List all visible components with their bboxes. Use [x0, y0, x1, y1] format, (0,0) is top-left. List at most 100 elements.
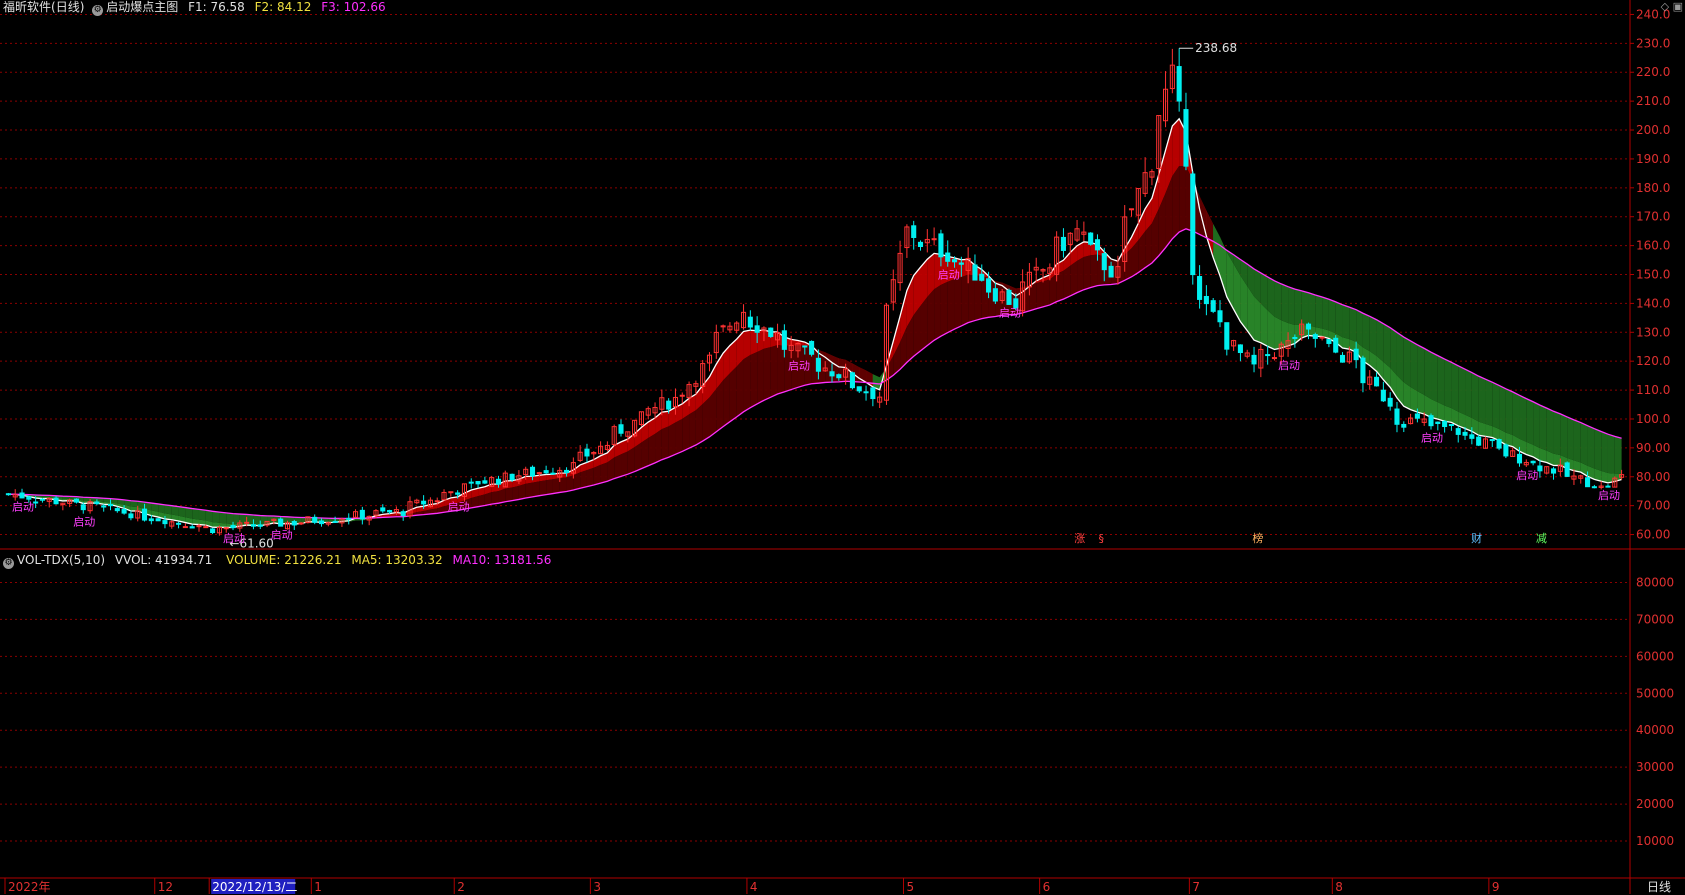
- band-slow: [1363, 313, 1370, 351]
- band-slow: [213, 511, 220, 523]
- candle-body: [177, 523, 181, 524]
- high-price-label: 238.68: [1195, 41, 1237, 55]
- price-tick-label: 180.0: [1636, 181, 1670, 195]
- band-slow: [573, 472, 580, 490]
- band-slow: [839, 358, 846, 381]
- volume-tick-label: 20000: [1636, 797, 1674, 811]
- band-slow: [1274, 281, 1281, 320]
- candle-body: [1381, 390, 1385, 401]
- band-fast: [1411, 387, 1418, 412]
- candle-body: [1095, 240, 1099, 250]
- signal-label: 启动: [12, 500, 34, 513]
- band-slow: [1479, 376, 1486, 424]
- candle-body: [619, 425, 623, 434]
- candle-body: [585, 449, 589, 456]
- candle-body: [245, 522, 249, 523]
- candle-body: [769, 328, 773, 336]
- vol-indicator-name[interactable]: VOL-TDX(5,10): [17, 553, 105, 567]
- candle-body: [1375, 377, 1379, 386]
- signal-label: 启动: [1516, 469, 1538, 482]
- price-tick-label: 70.00: [1636, 499, 1670, 513]
- band-slow: [1519, 395, 1526, 442]
- event-marker: 涨: [1074, 532, 1085, 545]
- band-slow: [866, 371, 873, 384]
- candle-body: [190, 527, 194, 528]
- candle-body: [1586, 478, 1590, 487]
- volume-value: VOLUME: 21226.21: [226, 553, 341, 567]
- candle-body: [1225, 323, 1229, 349]
- signal-label: 启动: [999, 307, 1021, 320]
- candle-body: [469, 482, 473, 483]
- band-fast: [526, 476, 533, 483]
- band-slow: [1472, 373, 1479, 422]
- settings-icon[interactable]: ⚙: [92, 5, 103, 16]
- candle-body: [939, 234, 943, 257]
- band-slow: [1370, 316, 1377, 356]
- band-slow: [934, 285, 941, 340]
- candle-body: [993, 289, 997, 301]
- candle-body: [1470, 435, 1474, 439]
- event-marker: §: [1099, 532, 1105, 545]
- price-header: 福昕软件(日线) ⚙启动爆点主图 F1: 76.58 F2: 84.12 F3:…: [3, 0, 386, 16]
- f1-value: F1: 76.58: [188, 0, 245, 14]
- band-slow: [478, 494, 485, 506]
- candle-body: [422, 501, 426, 504]
- price-tick-label: 80.00: [1636, 470, 1670, 484]
- vol-settings-icon[interactable]: ⚙: [3, 558, 14, 569]
- candle-body: [946, 253, 950, 261]
- band-slow: [948, 279, 955, 332]
- window-icon[interactable]: ▣: [1673, 0, 1683, 13]
- diamond-icon[interactable]: ◇: [1661, 0, 1669, 13]
- volume-tick-label: 40000: [1636, 723, 1674, 737]
- band-slow: [641, 438, 648, 469]
- band-fast: [1554, 454, 1561, 466]
- band-slow: [1417, 345, 1424, 395]
- band-slow: [1077, 257, 1084, 293]
- band-slow: [1377, 320, 1384, 362]
- candle-body: [1551, 469, 1555, 473]
- indicator-bands: [8, 119, 1621, 528]
- band-slow: [764, 347, 771, 400]
- band-fast: [492, 484, 499, 492]
- band-slow: [219, 512, 226, 523]
- band-slow: [669, 423, 676, 458]
- band-slow: [968, 275, 975, 323]
- signal-label: 启动: [938, 269, 960, 282]
- band-slow: [757, 349, 764, 404]
- signal-label: 启动: [788, 360, 810, 373]
- band-fast: [1288, 323, 1295, 346]
- candle-body: [211, 529, 215, 533]
- volume-tick-label: 50000: [1636, 686, 1674, 700]
- candle-body: [1089, 233, 1093, 244]
- candle-body: [680, 395, 684, 396]
- band-slow: [621, 451, 628, 476]
- band-slow: [635, 442, 642, 471]
- price-tick-label: 190.0: [1636, 152, 1670, 166]
- band-slow: [1506, 389, 1513, 435]
- band-slow: [1499, 385, 1506, 432]
- candle-body: [850, 373, 854, 388]
- band-slow: [553, 478, 560, 493]
- band-fast: [1254, 296, 1261, 342]
- candle-body: [987, 279, 991, 292]
- signal-label: 启动: [1278, 359, 1300, 372]
- band-slow: [1349, 307, 1356, 342]
- band-slow: [1206, 211, 1213, 242]
- candle-body: [1565, 463, 1569, 476]
- band-slow: [1588, 426, 1595, 469]
- signal-label: 启动: [271, 528, 293, 541]
- price-tick-label: 170.0: [1636, 210, 1670, 224]
- date-label: 2: [457, 880, 465, 894]
- band-slow: [1438, 356, 1445, 406]
- band-fast: [1343, 337, 1350, 349]
- candlesticks[interactable]: [6, 48, 1623, 535]
- price-tick-label: 200.0: [1636, 123, 1670, 137]
- candle-body: [142, 509, 146, 520]
- candle-body: [1198, 277, 1202, 300]
- period-tab[interactable]: 日线: [1647, 878, 1671, 895]
- indicator-name[interactable]: 启动爆点主图: [106, 0, 178, 14]
- band-slow: [1308, 293, 1315, 327]
- band-slow: [185, 508, 192, 519]
